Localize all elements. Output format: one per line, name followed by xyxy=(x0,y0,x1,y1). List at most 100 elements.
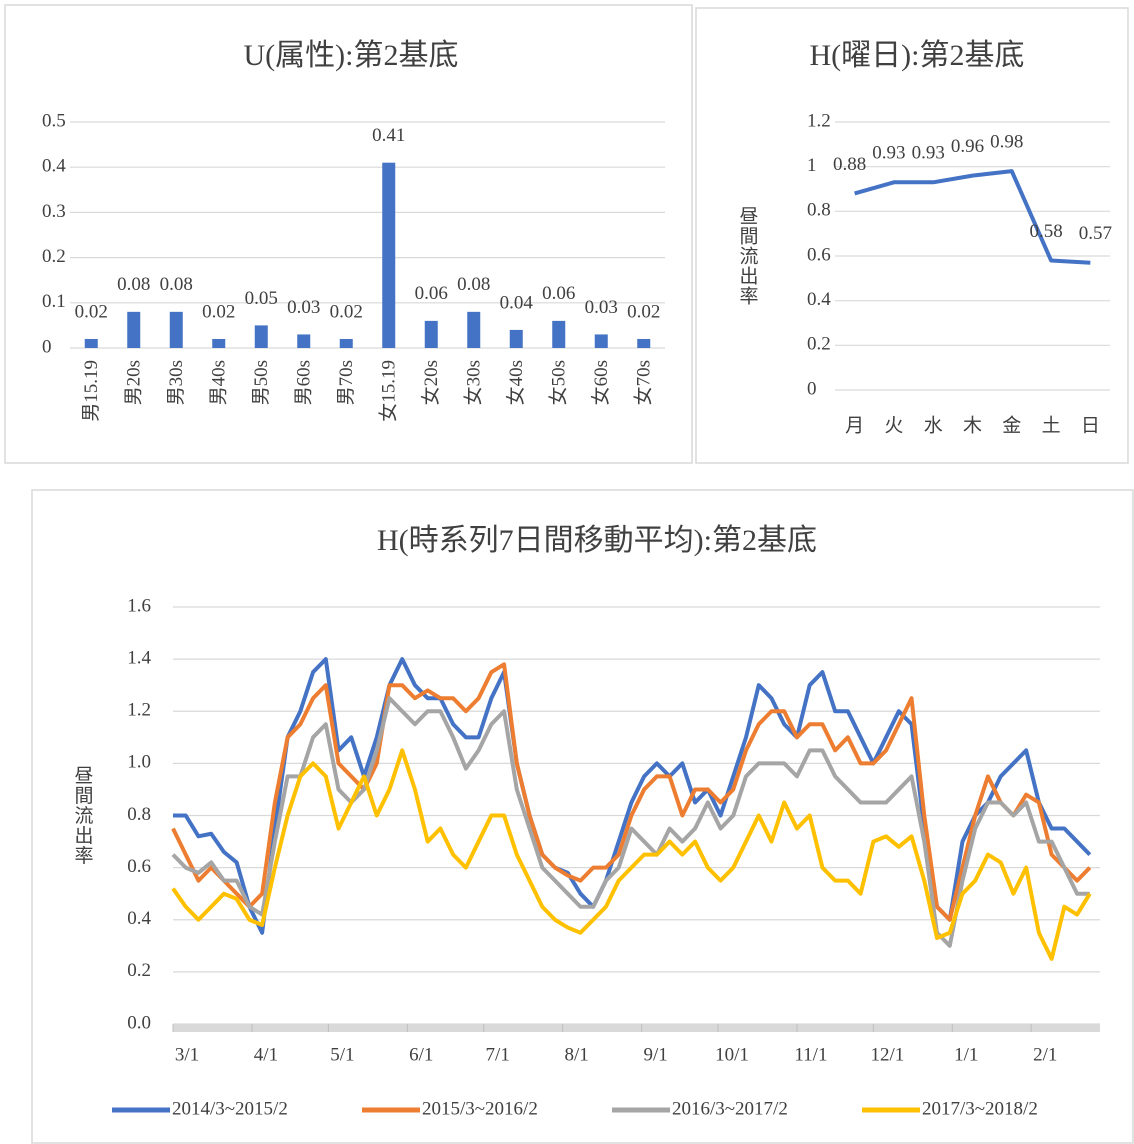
bar xyxy=(339,338,353,348)
data-label: 0.93 xyxy=(912,143,945,164)
panel xyxy=(4,4,693,464)
y-tick-label: 0.4 xyxy=(42,156,66,177)
data-label: 0.57 xyxy=(1079,223,1112,244)
y-tick-label: 1.2 xyxy=(127,700,151,721)
bar xyxy=(594,334,608,348)
x-tick-label: 8/1 xyxy=(565,1044,589,1065)
data-label: 0.08 xyxy=(457,274,490,295)
y-tick-label: 0.0 xyxy=(127,1012,151,1033)
bar xyxy=(212,338,226,348)
data-label: 0.02 xyxy=(75,301,108,322)
data-label: 0.08 xyxy=(117,274,150,295)
bar xyxy=(127,311,141,348)
y-tick-label: 0.6 xyxy=(807,244,831,265)
panel xyxy=(31,489,1134,1144)
data-label: 0.02 xyxy=(202,301,235,322)
x-tick-label: 土 xyxy=(1042,414,1061,436)
data-label: 0.96 xyxy=(951,136,984,157)
bar xyxy=(297,334,311,348)
y-tick-label: 0.8 xyxy=(807,200,831,221)
y-tick-label: 1.0 xyxy=(127,752,151,773)
data-label: 0.02 xyxy=(330,301,363,322)
bar xyxy=(552,320,566,348)
bar xyxy=(84,338,98,348)
x-tick-label: 日 xyxy=(1081,415,1100,436)
bar xyxy=(254,325,268,348)
bar xyxy=(467,311,481,348)
y-tick-label: 0.2 xyxy=(807,334,831,355)
legend-label: 2017/3~2018/2 xyxy=(922,1098,1038,1119)
y-tick-label: 0.4 xyxy=(807,289,831,310)
x-tick-label: 9/1 xyxy=(643,1044,667,1065)
data-label: 0.08 xyxy=(160,274,193,295)
x-tick-label: 5/1 xyxy=(330,1044,354,1065)
x-tick-label: 10/1 xyxy=(715,1044,749,1065)
bar xyxy=(382,162,396,348)
data-label: 0.03 xyxy=(585,297,618,318)
x-tick-label: 男50s xyxy=(251,360,272,405)
y-tick-label: 1.4 xyxy=(127,647,151,668)
data-label: 0.93 xyxy=(872,143,905,164)
x-tick-label: 男30s xyxy=(166,360,187,405)
y-tick-label: 0 xyxy=(807,378,817,399)
legend-label: 2015/3~2016/2 xyxy=(422,1098,538,1119)
data-label: 0.05 xyxy=(245,288,278,309)
y-tick-label: 1 xyxy=(807,155,817,176)
data-label: 0.04 xyxy=(500,292,534,313)
data-label: 0.88 xyxy=(833,154,866,175)
chart-title: U(属性):第2基底 xyxy=(244,39,459,72)
x-tick-label: 水 xyxy=(924,414,943,436)
data-label: 0.03 xyxy=(287,297,320,318)
x-tick-label: 7/1 xyxy=(486,1044,510,1065)
line xyxy=(171,662,1092,922)
y-tick-label: 0.2 xyxy=(127,960,151,981)
x-tick-label: 金 xyxy=(1002,414,1021,436)
y-tick-label: 0 xyxy=(42,336,52,357)
y-tick-label: 0.5 xyxy=(42,110,66,131)
x-tick-label: 女50s xyxy=(547,360,569,405)
data-label: 0.02 xyxy=(627,301,660,322)
bar xyxy=(424,320,438,348)
y-tick-label: 0.4 xyxy=(127,908,151,929)
data-label: 0.06 xyxy=(542,283,575,304)
y-tick-label: 1.2 xyxy=(807,110,831,131)
x-tick-label: 4/1 xyxy=(254,1044,278,1065)
x-tick-label: 男20s xyxy=(123,360,144,405)
x-tick-label: 1/1 xyxy=(954,1044,978,1065)
bar xyxy=(169,311,183,348)
bar xyxy=(509,329,523,348)
x-tick-label: 12/1 xyxy=(870,1044,904,1065)
y-tick-label: 0.6 xyxy=(127,856,151,877)
line xyxy=(171,748,1092,961)
data-label: 0.06 xyxy=(415,283,448,304)
x-tick-label: 2/1 xyxy=(1033,1044,1057,1065)
chart-title: H(曜日):第2基底 xyxy=(810,39,1025,72)
y-axis-label: 昼間流出率 xyxy=(737,206,759,306)
x-tick-label: 男60s xyxy=(293,360,314,405)
y-axis-label: 昼間流出率 xyxy=(72,766,94,866)
y-tick-label: 0.3 xyxy=(42,201,66,222)
y-tick-label: 0.1 xyxy=(42,291,66,312)
legend-label: 2014/3~2015/2 xyxy=(172,1098,288,1119)
y-tick-label: 0.8 xyxy=(127,804,151,825)
x-tick-label: 女20s xyxy=(420,360,442,405)
x-tick-label: 11/1 xyxy=(794,1044,827,1065)
data-label: 0.98 xyxy=(990,131,1023,152)
x-tick-label: 女30s xyxy=(462,360,484,405)
y-tick-label: 0.2 xyxy=(42,246,66,267)
chart-title: H(時系列7日間移動平均):第2基底 xyxy=(377,524,817,557)
x-tick-label: 女60s xyxy=(590,360,612,405)
x-tick-label: 木 xyxy=(963,414,982,436)
x-tick-label: 火 xyxy=(884,415,903,436)
y-tick-label: 1.6 xyxy=(127,595,151,616)
x-tick-label: 女70s xyxy=(632,360,654,405)
x-tick-label: 女40s xyxy=(505,360,527,405)
x-tick-label: 女15.19 xyxy=(377,360,399,422)
x-tick-label: 男15.19 xyxy=(81,360,102,422)
x-tick-label: 月 xyxy=(845,415,864,436)
x-tick-label: 6/1 xyxy=(409,1044,433,1065)
data-label: 0.58 xyxy=(1029,221,1062,242)
panel xyxy=(695,7,1129,464)
legend-label: 2016/3~2017/2 xyxy=(672,1098,788,1119)
x-tick-label: 男40s xyxy=(208,360,229,405)
